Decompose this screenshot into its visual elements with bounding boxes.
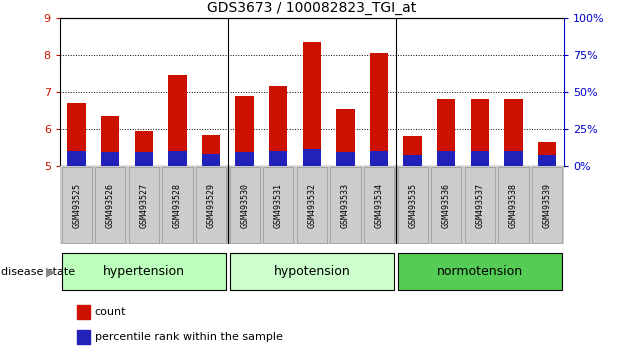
Bar [202, 154, 220, 166]
Bar [437, 99, 455, 166]
Text: hypotension: hypotension [273, 265, 350, 278]
Bar [269, 151, 287, 166]
Bar [336, 109, 355, 166]
FancyBboxPatch shape [465, 167, 495, 244]
Text: GSM493527: GSM493527 [139, 183, 148, 228]
Text: GSM493525: GSM493525 [72, 183, 81, 228]
FancyBboxPatch shape [95, 167, 125, 244]
Bar [538, 155, 556, 166]
Bar [437, 151, 455, 166]
FancyBboxPatch shape [229, 253, 394, 290]
Bar [504, 99, 523, 166]
Text: GSM493528: GSM493528 [173, 183, 182, 228]
Bar [403, 155, 422, 166]
Bar [302, 149, 321, 166]
FancyBboxPatch shape [62, 253, 226, 290]
Bar [135, 152, 153, 166]
Title: GDS3673 / 100082823_TGI_at: GDS3673 / 100082823_TGI_at [207, 1, 416, 15]
Bar [67, 151, 86, 166]
FancyBboxPatch shape [163, 167, 193, 244]
FancyBboxPatch shape [398, 167, 428, 244]
Bar [77, 305, 89, 319]
Text: GSM493537: GSM493537 [476, 183, 484, 228]
Text: GSM493529: GSM493529 [207, 183, 215, 228]
Bar [67, 103, 86, 166]
Text: GSM493536: GSM493536 [442, 183, 450, 228]
FancyBboxPatch shape [330, 167, 360, 244]
FancyBboxPatch shape [532, 167, 562, 244]
FancyBboxPatch shape [229, 167, 260, 244]
Bar [336, 152, 355, 166]
Text: GSM493526: GSM493526 [106, 183, 115, 228]
Bar [403, 136, 422, 166]
FancyBboxPatch shape [129, 167, 159, 244]
Text: disease state: disease state [1, 267, 76, 277]
Text: hypertension: hypertension [103, 265, 185, 278]
Bar [370, 151, 388, 166]
Bar [101, 116, 120, 166]
FancyBboxPatch shape [196, 167, 226, 244]
FancyBboxPatch shape [498, 167, 529, 244]
Text: count: count [94, 307, 126, 317]
Bar [471, 99, 489, 166]
FancyBboxPatch shape [364, 167, 394, 244]
Bar [370, 53, 388, 166]
Text: GSM493535: GSM493535 [408, 183, 417, 228]
Bar [101, 152, 120, 166]
Text: GSM493539: GSM493539 [542, 183, 551, 228]
FancyBboxPatch shape [431, 167, 461, 244]
FancyBboxPatch shape [398, 253, 562, 290]
FancyBboxPatch shape [62, 167, 92, 244]
Text: GSM493533: GSM493533 [341, 183, 350, 228]
Bar [168, 151, 186, 166]
Bar [135, 131, 153, 166]
Bar [302, 42, 321, 166]
FancyBboxPatch shape [297, 167, 327, 244]
Bar [202, 135, 220, 166]
Text: GSM493538: GSM493538 [509, 183, 518, 228]
Bar [77, 330, 89, 344]
Bar [236, 152, 254, 166]
Bar [471, 151, 489, 166]
Text: percentile rank within the sample: percentile rank within the sample [94, 332, 282, 342]
Bar [538, 142, 556, 166]
Text: GSM493531: GSM493531 [274, 183, 283, 228]
Text: normotension: normotension [437, 265, 523, 278]
Bar [269, 86, 287, 166]
Bar [236, 96, 254, 166]
Text: GSM493534: GSM493534 [375, 183, 384, 228]
FancyBboxPatch shape [263, 167, 294, 244]
Bar [168, 75, 186, 166]
Text: ▶: ▶ [46, 265, 55, 278]
Text: GSM493530: GSM493530 [240, 183, 249, 228]
Text: GSM493532: GSM493532 [307, 183, 316, 228]
Bar [504, 151, 523, 166]
